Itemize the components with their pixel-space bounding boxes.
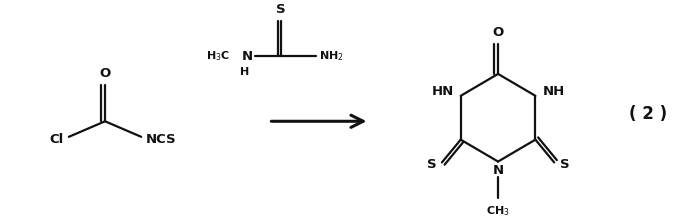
Text: O: O: [100, 67, 111, 80]
Text: NH: NH: [542, 85, 565, 98]
Text: H$_3$C: H$_3$C: [206, 49, 230, 63]
Text: Cl: Cl: [49, 133, 63, 146]
Text: NCS: NCS: [146, 133, 176, 146]
Text: HN: HN: [431, 85, 454, 98]
Text: N: N: [242, 50, 253, 63]
Text: ( 2 ): ( 2 ): [629, 105, 666, 123]
Text: NH$_2$: NH$_2$: [319, 49, 343, 63]
Text: CH$_3$: CH$_3$: [486, 204, 510, 218]
Text: H: H: [240, 67, 250, 77]
Text: S: S: [427, 158, 436, 171]
Text: S: S: [560, 158, 569, 171]
Text: N: N: [493, 164, 504, 177]
Text: O: O: [493, 26, 504, 38]
Text: S: S: [276, 3, 286, 16]
